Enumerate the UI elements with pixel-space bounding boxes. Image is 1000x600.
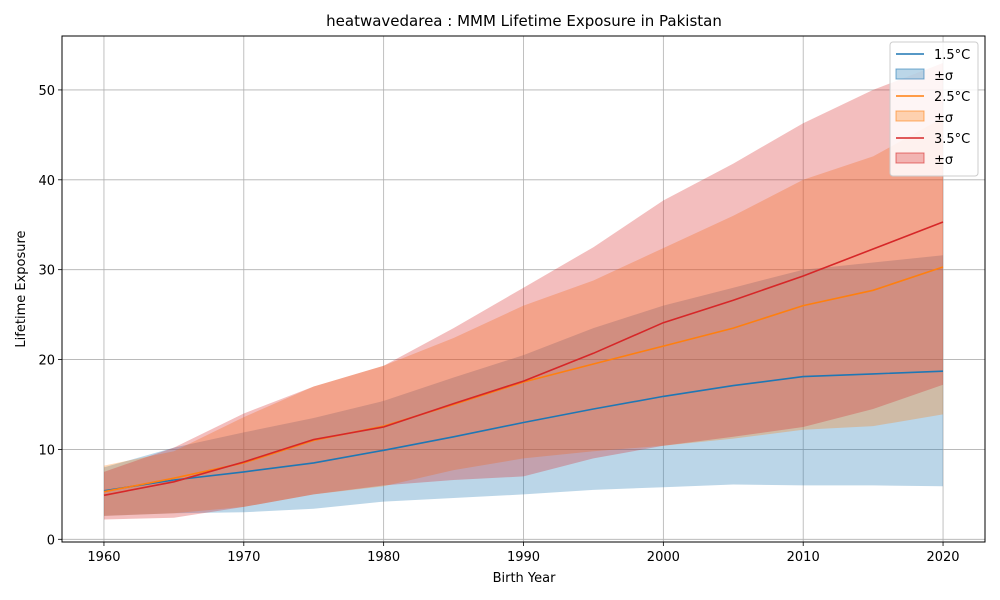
y-axis-ticks: 0 10 20 30 40 50 bbox=[38, 84, 62, 548]
legend-label-band: ±σ bbox=[934, 69, 953, 84]
y-tick-label: 50 bbox=[38, 84, 55, 99]
x-axis-ticks: 1960 1970 1980 1990 2000 2010 2020 bbox=[87, 542, 960, 565]
legend-box bbox=[889, 41, 979, 177]
y-tick-label: 40 bbox=[38, 174, 55, 189]
sigma-band-series-0 bbox=[104, 255, 943, 516]
bands bbox=[104, 63, 943, 520]
sigma-band-series-1 bbox=[104, 117, 943, 516]
y-tick-label: 10 bbox=[38, 443, 55, 458]
series-lines bbox=[103, 221, 944, 497]
legend-label-band: ±σ bbox=[934, 111, 953, 126]
series-line-2 bbox=[103, 221, 944, 497]
y-tick-label: 30 bbox=[38, 264, 55, 279]
grid bbox=[62, 36, 985, 542]
sigma-band-series-2 bbox=[104, 63, 943, 520]
series-line-1 bbox=[103, 266, 944, 493]
x-tick-label: 2000 bbox=[647, 550, 680, 565]
x-tick-label: 1990 bbox=[507, 550, 540, 565]
y-axis-label: Lifetime Exposure bbox=[14, 230, 29, 347]
y-tick-label: 0 bbox=[47, 533, 55, 548]
x-tick-label: 1960 bbox=[87, 550, 120, 565]
legend-label-series: 2.5°C bbox=[934, 90, 970, 105]
x-tick-label: 2010 bbox=[787, 550, 820, 565]
series-line-0 bbox=[103, 370, 944, 492]
chart-title: heatwavedarea : MMM Lifetime Exposure in… bbox=[326, 12, 722, 30]
legend-label-series: 3.5°C bbox=[934, 132, 970, 147]
legend-label-band: ±σ bbox=[934, 153, 953, 168]
legend-label-series: 1.5°C bbox=[934, 48, 970, 63]
x-tick-label: 1980 bbox=[367, 550, 400, 565]
legend-band-swatch bbox=[895, 68, 925, 80]
y-tick-label: 20 bbox=[38, 354, 55, 369]
x-tick-label: 1970 bbox=[227, 550, 260, 565]
x-tick-label: 2020 bbox=[926, 550, 959, 565]
legend-band-swatch bbox=[895, 110, 925, 122]
legend: 1.5°C ±σ 2.5°C ±σ 3.5°C ±σ bbox=[889, 41, 979, 177]
legend-band-swatch bbox=[895, 152, 925, 164]
x-axis-label: Birth Year bbox=[493, 571, 557, 586]
